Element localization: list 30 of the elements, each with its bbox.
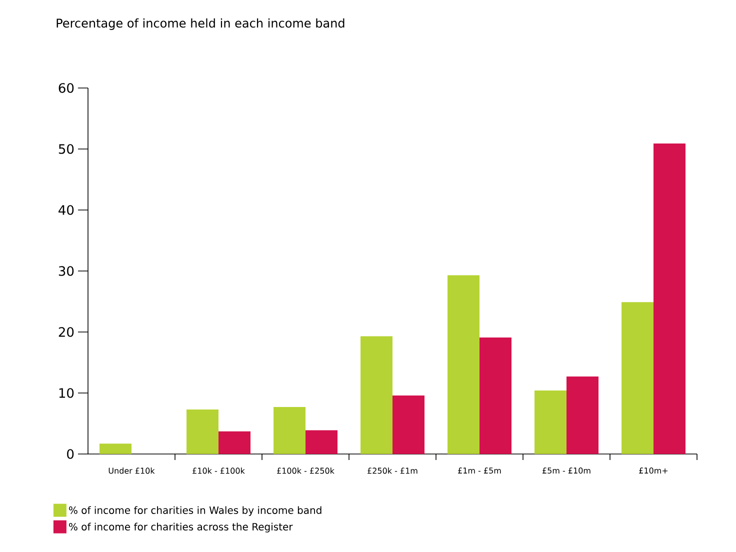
x-tick-label: £100k - £250k (277, 468, 334, 474)
bar (622, 302, 654, 454)
x-tick-label: £250k - £1m (368, 468, 418, 474)
bar (480, 337, 512, 454)
x-tick-label: £5m - £10m (542, 468, 590, 474)
x-tick-label: £1m - £5m (458, 468, 501, 474)
bar (654, 144, 686, 454)
bar (392, 395, 425, 454)
bar (448, 275, 480, 454)
bar (274, 407, 306, 454)
y-tick-label: 40 (58, 205, 74, 215)
bar (100, 444, 132, 454)
x-tick-label: Under £10k (108, 468, 155, 474)
bar (218, 431, 251, 454)
legend-label: % of income for charities in Wales by income band (68, 506, 322, 516)
chart-title: Percentage of income held in each income band (56, 18, 344, 30)
y-tick-label: 20 (58, 327, 74, 337)
x-tick-label: £10k - £100k (192, 468, 245, 474)
y-tick-label: 10 (59, 388, 74, 398)
bar (186, 409, 218, 454)
x-tick-label: £10m+ (639, 468, 668, 474)
bar (566, 376, 599, 454)
y-tick-label: 0 (67, 449, 74, 459)
legend-label: % of income for charities across the Register (68, 522, 293, 532)
y-tick-label: 50 (58, 144, 74, 154)
bar (360, 336, 392, 454)
y-tick-label: 30 (58, 266, 74, 276)
bar (534, 390, 567, 454)
bar (306, 430, 338, 454)
y-tick-label: 60 (58, 83, 74, 93)
